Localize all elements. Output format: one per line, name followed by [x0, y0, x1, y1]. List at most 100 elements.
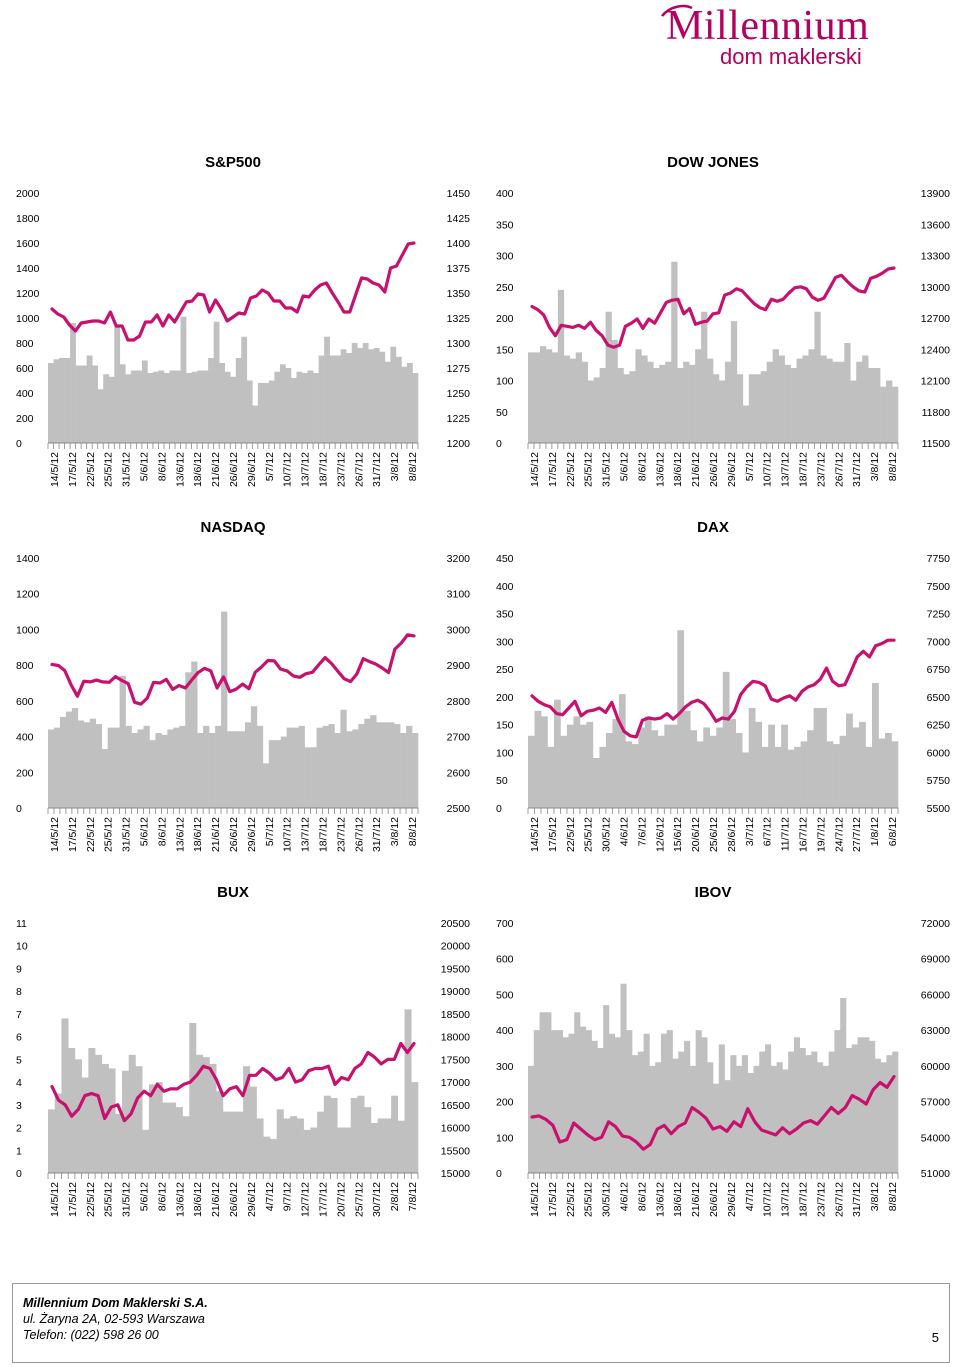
x-axis-date-label: 8/8/12 — [887, 452, 899, 481]
x-axis-date-label: 14/5/12 — [529, 452, 541, 487]
volume-bar — [340, 349, 347, 443]
volume-bar — [852, 727, 860, 808]
right-axis-tick: 7500 — [927, 581, 951, 593]
volume-bar — [742, 405, 750, 443]
volume-bar — [742, 752, 750, 808]
volume-bar — [562, 1037, 569, 1173]
volume-bar — [592, 758, 600, 808]
volume-bar — [539, 346, 547, 443]
volume-bar — [382, 722, 389, 808]
volume-bar — [222, 1111, 230, 1173]
volume-bar — [394, 724, 401, 808]
volume-bar — [575, 352, 583, 443]
volume-bar — [263, 1136, 271, 1173]
volume-bar — [683, 710, 691, 808]
volume-bar — [580, 1026, 587, 1173]
volume-bar — [125, 374, 132, 443]
x-axis-date-label: 22/5/12 — [85, 452, 97, 487]
volume-bar — [638, 727, 646, 808]
chart-title: DAX — [697, 519, 729, 536]
volume-bar — [148, 1084, 156, 1173]
volume-bar — [197, 370, 203, 443]
volume-bar — [718, 1044, 725, 1173]
x-axis-date-label: 12/7/12 — [300, 1182, 312, 1217]
right-axis-tick: 63000 — [921, 1025, 950, 1037]
volume-bar — [579, 724, 587, 808]
left-axis-tick: 4 — [16, 1077, 22, 1089]
volume-bar — [280, 736, 288, 808]
chart-svg: DOW JONES 0 50 100 150 200 250 300 350 400 11500 11… — [496, 154, 951, 487]
volume-bar — [886, 380, 893, 443]
chart-svg: DAX 0 50 100 150 200 250 300 350 400 450 5500 5750 60… — [496, 519, 951, 852]
x-axis-date-label: 29/6/12 — [246, 817, 258, 852]
right-axis-tick: 6000 — [927, 747, 951, 759]
volume-bar — [391, 1095, 399, 1173]
chart-title: IBOV — [695, 884, 732, 901]
left-axis-tick: 600 — [16, 363, 34, 375]
volume-bar — [651, 730, 659, 808]
volume-bar — [142, 1129, 150, 1173]
x-axis-date-label: 2/8/12 — [389, 1182, 401, 1211]
right-axis-tick: 2600 — [447, 767, 471, 779]
volume-bar — [695, 1030, 702, 1173]
right-axis-tick: 13600 — [921, 219, 950, 231]
volume-bar — [813, 708, 821, 808]
volume-bar — [404, 1009, 412, 1173]
volume-bar — [115, 1113, 123, 1173]
volume-bar — [351, 343, 358, 443]
left-axis-tick: 5 — [16, 1054, 22, 1066]
x-axis-date-label: 29/6/12 — [726, 1182, 738, 1217]
x-axis-date-label: 25/6/12 — [708, 817, 720, 852]
volume-bar — [313, 373, 319, 443]
x-axis-date-label: 5/7/12 — [744, 452, 756, 481]
left-axis-tick: 600 — [496, 954, 514, 966]
volume-bar — [337, 1127, 345, 1173]
x-axis-date-label: 14/5/12 — [49, 452, 61, 487]
volume-bar — [845, 1048, 853, 1173]
footer-company: Millennium Dom Maklerski S.A. — [23, 1296, 208, 1310]
volume-bar — [533, 352, 541, 443]
x-axis-date-label: 17/5/12 — [67, 452, 79, 487]
x-axis-date-label: 20/7/12 — [335, 1182, 347, 1217]
volume-bar — [593, 377, 600, 443]
x-axis-date-label: 31/5/12 — [121, 817, 133, 852]
volume-bar — [718, 380, 726, 443]
volume-bar — [857, 1037, 864, 1173]
volume-bar — [227, 731, 234, 808]
volume-bar — [274, 371, 281, 443]
volume-bar — [631, 744, 639, 808]
x-axis-date-label: 15/6/12 — [672, 817, 684, 852]
volume-bar — [379, 351, 386, 443]
volume-bar — [252, 405, 259, 443]
volume-bar — [384, 361, 391, 443]
volume-bar — [612, 719, 620, 808]
x-axis-date-label: 18/7/12 — [798, 1182, 810, 1217]
volume-bar — [844, 343, 851, 443]
volume-bar — [86, 355, 93, 443]
x-axis-date-label: 11/7/12 — [780, 817, 792, 851]
x-axis-date-label: 13/7/12 — [300, 817, 312, 852]
volume-bar — [92, 365, 99, 443]
volume-bar — [874, 368, 881, 443]
right-axis-tick: 19500 — [441, 963, 470, 975]
volume-bar — [89, 718, 97, 808]
volume-bar — [581, 361, 588, 443]
left-axis-tick: 0 — [496, 438, 502, 450]
volume-bar — [677, 368, 684, 443]
left-axis-tick: 9 — [16, 963, 22, 975]
x-axis-date-label: 25/7/12 — [353, 1182, 365, 1217]
volume-bar — [238, 731, 246, 808]
volume-bar — [59, 716, 67, 808]
price-line — [50, 241, 416, 342]
volume-bar — [53, 359, 60, 443]
volume-bar — [108, 376, 115, 443]
volume-bar — [822, 1065, 829, 1173]
right-axis-tick: 11500 — [922, 438, 951, 450]
x-axis-date-label: 5/6/12 — [619, 452, 631, 481]
x-axis-date-label: 5/6/12 — [139, 817, 151, 846]
volume-bar — [77, 720, 85, 808]
volume-bar — [119, 364, 126, 443]
volume-bar — [310, 747, 317, 808]
volume-bar — [197, 733, 204, 808]
volume-bar — [666, 1030, 673, 1173]
